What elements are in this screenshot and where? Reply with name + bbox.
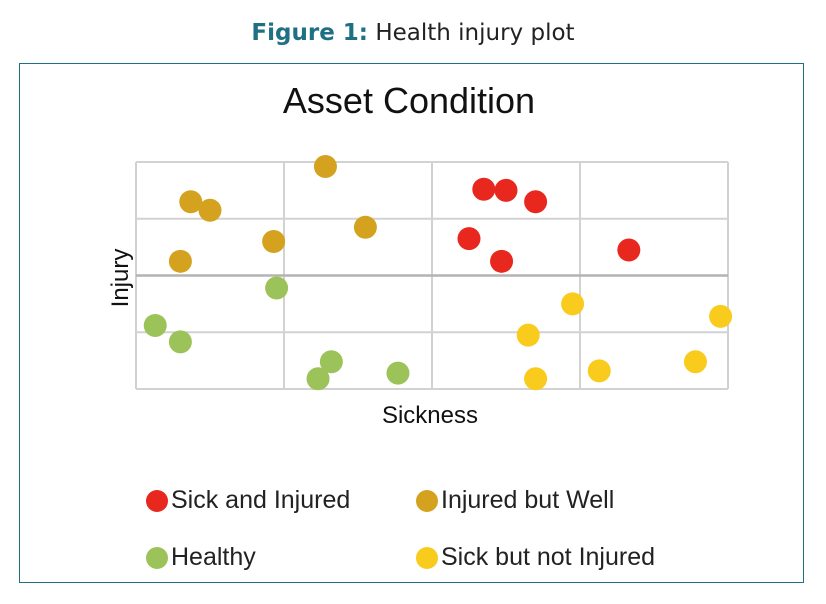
- data-point: [561, 292, 585, 316]
- data-point: [524, 367, 548, 391]
- y-axis-label: Injury: [107, 249, 134, 308]
- grid: [135, 161, 729, 390]
- data-point: [168, 330, 192, 354]
- data-point: [516, 323, 540, 347]
- data-point: [179, 190, 203, 214]
- data-point: [265, 276, 289, 300]
- figure-caption: Figure 1: Health injury plot: [0, 20, 826, 46]
- data-point: [262, 229, 286, 253]
- x-axis-label: Sickness: [382, 402, 478, 429]
- data-point: [617, 238, 641, 262]
- data-point: [319, 350, 343, 374]
- data-point: [683, 350, 707, 374]
- data-point: [143, 313, 167, 337]
- figure-label: Figure 1:: [251, 20, 369, 46]
- data-point: [313, 155, 337, 179]
- figure-caption-text: Health injury plot: [375, 20, 575, 46]
- figure-frame: [19, 63, 804, 583]
- data-point: [494, 178, 518, 202]
- data-points: [143, 155, 733, 391]
- data-point: [386, 361, 410, 385]
- data-point: [490, 249, 514, 273]
- data-point: [709, 304, 733, 328]
- data-point: [353, 215, 377, 239]
- data-point: [472, 177, 496, 201]
- data-point: [198, 198, 222, 222]
- data-point: [587, 359, 611, 383]
- chart-title: Asset Condition: [283, 80, 535, 121]
- data-point: [524, 190, 548, 214]
- data-point: [457, 227, 481, 251]
- data-point: [306, 367, 330, 391]
- data-point: [168, 249, 192, 273]
